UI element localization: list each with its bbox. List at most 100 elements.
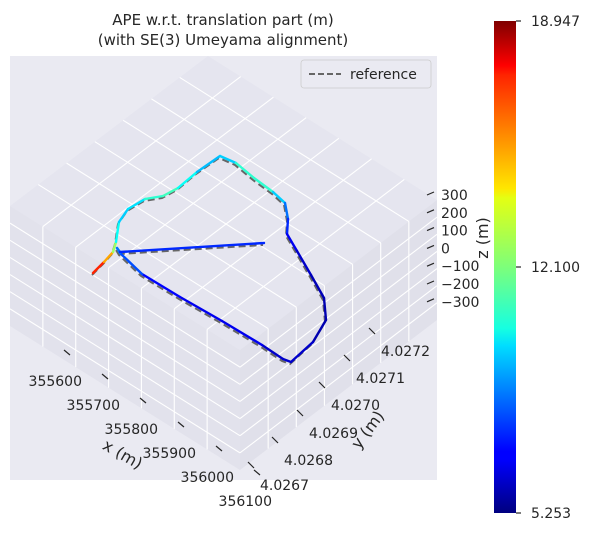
grid-line-front-right <box>239 285 438 437</box>
trajectory-segment <box>260 343 285 361</box>
x-tick-label: 356100 <box>219 494 272 510</box>
trajectory-segment <box>252 176 275 194</box>
legend-entry-reference: reference <box>350 67 417 83</box>
z-tick-mark <box>426 262 435 267</box>
x-tick-mark <box>177 421 185 428</box>
grid-line-front-left <box>9 256 241 402</box>
z-tick-label: 100 <box>441 224 468 240</box>
box-panes <box>10 56 437 470</box>
x-tick-label: 355700 <box>67 398 120 414</box>
trajectory-segment <box>117 207 130 224</box>
grid-line-top <box>108 117 307 269</box>
z-tick-label: 0 <box>441 241 450 257</box>
y-tick-mark <box>368 327 376 335</box>
trajectory-segment <box>161 186 180 198</box>
y-ticks: 4.0267 4.0268 4.0269 4.0270 4.0271 4.0272 <box>247 327 430 494</box>
trajectory-segment <box>91 260 106 275</box>
trajectory-segment <box>283 201 290 221</box>
trajectory-segment <box>281 357 293 364</box>
grid-line-front-right <box>239 302 438 454</box>
trajectory-segment <box>118 241 266 254</box>
z-tick-label: −200 <box>441 277 479 293</box>
x-tick-mark <box>253 469 261 476</box>
grid-line-front-left <box>9 308 241 454</box>
y-tick-label: 4.0270 <box>331 398 380 414</box>
colorbar-gradient <box>494 21 516 513</box>
z-tick-mark <box>426 209 435 214</box>
grid-line-front-left <box>9 239 241 385</box>
trajectory-segment <box>178 295 224 323</box>
trajectory-segment <box>234 161 256 180</box>
trajectory-segment <box>102 250 115 264</box>
z-tick-mark <box>426 244 435 249</box>
trajectory-segment <box>285 232 299 253</box>
y-tick-mark <box>343 354 351 362</box>
trajectory-segments <box>91 154 328 364</box>
z-tick-mark <box>426 298 435 303</box>
grid-line-top <box>42 76 242 228</box>
trajectory-segment <box>271 190 287 205</box>
y-tick-label: 4.0267 <box>260 478 309 494</box>
trajectory-segment <box>289 340 315 364</box>
grid-line-front-right <box>239 268 438 420</box>
trajectory-segment <box>220 319 264 347</box>
legend: reference <box>300 59 432 89</box>
z-tick-label: 300 <box>441 188 468 204</box>
z-tick-label: −100 <box>441 259 479 275</box>
z-tick-label: −300 <box>441 295 479 311</box>
colorbar-tick-label: 18.947 <box>531 14 580 30</box>
x-tick-label: 355600 <box>29 374 82 390</box>
z-tick-label: 200 <box>441 206 468 222</box>
trajectory-segment <box>140 272 182 299</box>
y-tick-mark <box>271 436 279 444</box>
grid-line-top <box>94 141 325 287</box>
y-tick-mark <box>247 461 255 469</box>
trajectory-segment <box>143 194 165 201</box>
grid-lines <box>9 76 438 454</box>
grid-line-front-right <box>239 233 438 385</box>
chart-title: APE w.r.t. translation part (m) <box>112 11 333 29</box>
trajectory-segment <box>176 170 199 190</box>
x-tick-mark <box>101 373 109 380</box>
trajectory-segment <box>322 296 328 322</box>
grid-line-top <box>37 184 269 330</box>
y-tick-label: 4.0268 <box>284 453 333 469</box>
y-tick-label: 4.0271 <box>356 371 405 387</box>
x-ticks: 355600 355700 355800 355900 356000 356100 <box>29 349 272 510</box>
colorbar: 18.947 12.100 5.253 <box>494 14 580 522</box>
x-tick-label: 355800 <box>105 422 158 438</box>
trajectory-segment <box>111 240 118 254</box>
x-tick-mark <box>63 349 71 356</box>
y-tick-label: 4.0272 <box>381 344 430 360</box>
trajectory-segment <box>311 318 328 344</box>
grid-line-front-right <box>239 216 438 368</box>
x-tick-label: 356000 <box>181 470 234 486</box>
grid-line-top <box>75 96 274 248</box>
grid-line-top <box>179 76 410 222</box>
grid-line-front-right <box>239 250 438 402</box>
trajectory-segment <box>285 217 290 236</box>
grid-line-front-left <box>9 222 241 368</box>
colorbar-tick-label: 5.253 <box>531 506 571 522</box>
z-tick-mark <box>426 280 435 285</box>
grid-line-top <box>141 137 340 289</box>
grid-line-top <box>151 98 382 244</box>
y-tick-mark <box>296 409 304 417</box>
trajectory-segment <box>309 273 326 300</box>
z-axis-label: z (m) <box>473 217 492 259</box>
trajectory-segment <box>126 197 147 211</box>
trajectory-segment <box>218 154 238 165</box>
z-tick-mark <box>426 227 435 232</box>
grid-line-front-left <box>9 274 241 420</box>
trajectory-segment <box>118 251 144 276</box>
y-tick-mark <box>318 381 326 389</box>
grid-line-top <box>206 178 405 330</box>
trajectory <box>91 154 328 366</box>
colorbar-tick-label: 12.100 <box>531 260 580 276</box>
x-tick-mark <box>215 445 223 452</box>
grid-line-top <box>122 119 353 265</box>
colorbar-ticks: 18.947 12.100 5.253 <box>516 14 580 522</box>
chart-subtitle: (with SE(3) Umeyama alignment) <box>98 31 349 49</box>
